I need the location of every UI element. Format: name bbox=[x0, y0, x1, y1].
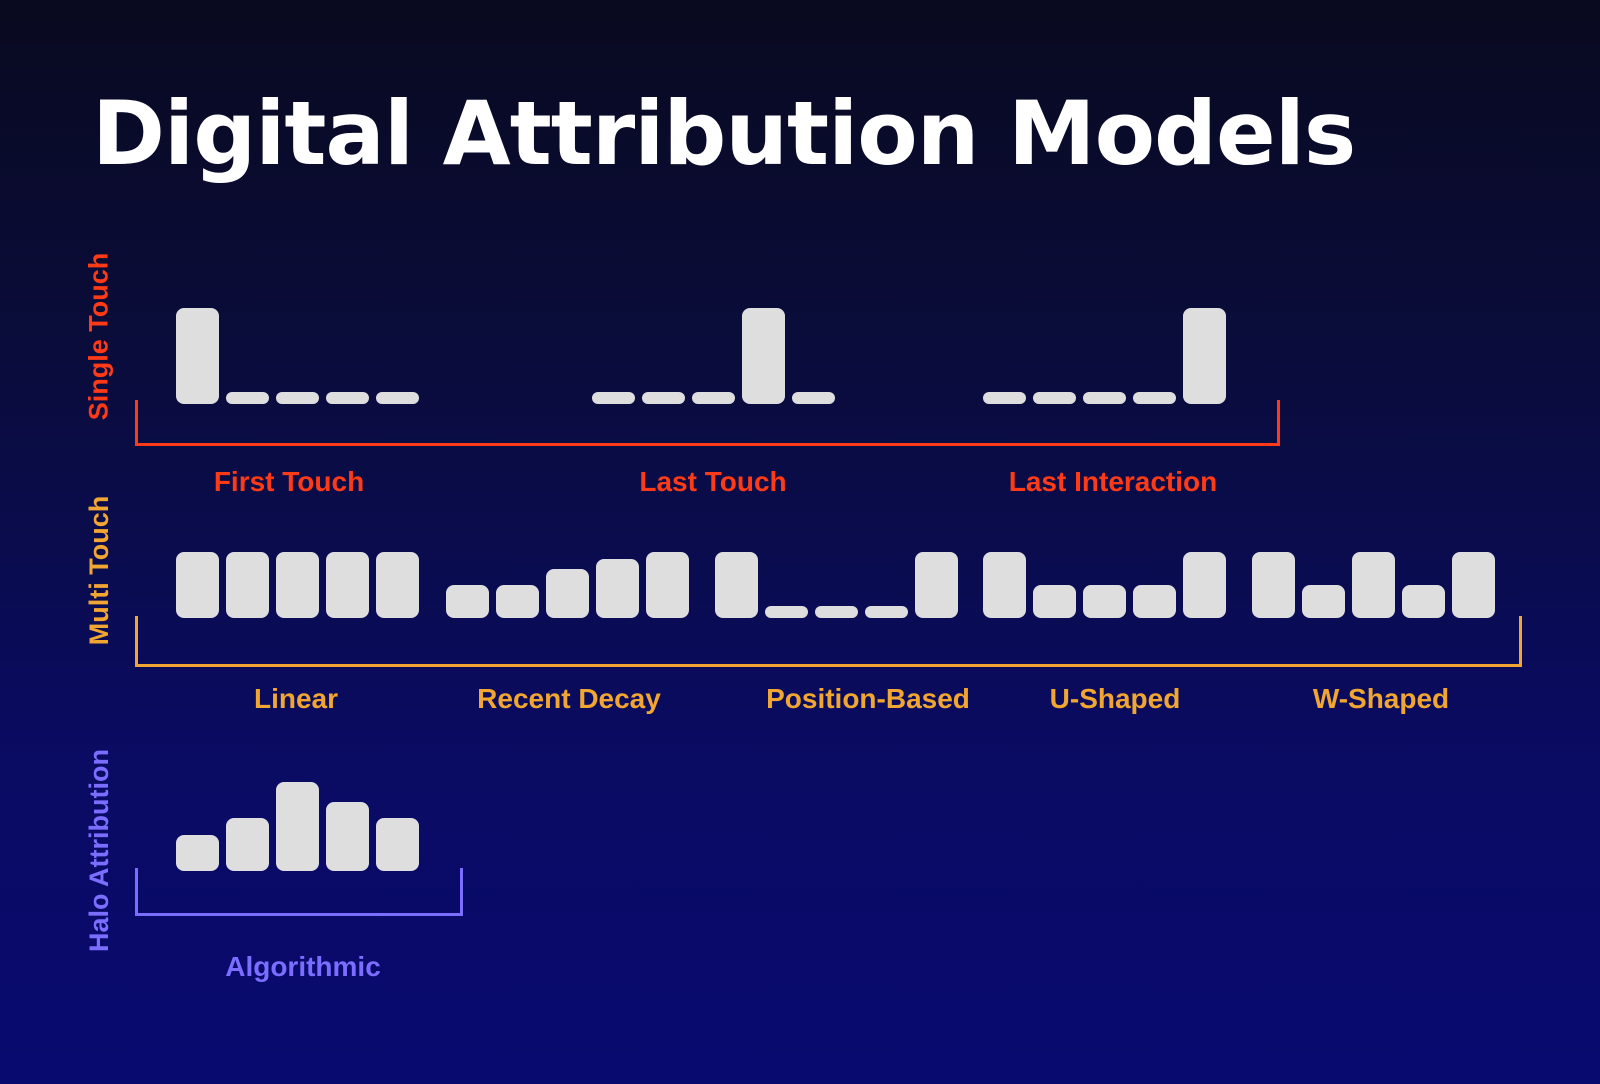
bar-first-touch-5 bbox=[376, 392, 419, 404]
bar-position-based-1 bbox=[715, 552, 758, 618]
bar-position-based-4 bbox=[865, 606, 908, 618]
bar-first-touch-2 bbox=[226, 392, 269, 404]
bar-last-touch-2 bbox=[642, 392, 685, 404]
bar-w-shaped-2 bbox=[1302, 585, 1345, 618]
bar-position-based-2 bbox=[765, 606, 808, 618]
bracket-single-touch bbox=[135, 400, 1280, 446]
bar-last-interaction-1 bbox=[983, 392, 1026, 404]
bar-u-shaped-1 bbox=[983, 552, 1026, 618]
bar-last-interaction-4 bbox=[1133, 392, 1176, 404]
bar-recent-decay-2 bbox=[496, 585, 539, 618]
bar-linear-5 bbox=[376, 552, 419, 618]
bar-w-shaped-1 bbox=[1252, 552, 1295, 618]
page-title: Digital Attribution Models bbox=[92, 82, 1356, 185]
bar-last-interaction-2 bbox=[1033, 392, 1076, 404]
bar-first-touch-4 bbox=[326, 392, 369, 404]
bar-first-touch-1 bbox=[176, 308, 219, 404]
bar-algorithmic-3 bbox=[276, 782, 319, 871]
bar-linear-3 bbox=[276, 552, 319, 618]
bar-u-shaped-5 bbox=[1183, 552, 1226, 618]
group-label-halo-attribution: Halo Attribution bbox=[83, 748, 114, 952]
model-label-u-shaped: U-Shaped bbox=[1049, 683, 1181, 714]
bar-recent-decay-3 bbox=[546, 568, 589, 618]
model-label-last-interaction: Last Interaction bbox=[1008, 466, 1218, 497]
model-label-recent-decay: Recent Decay bbox=[477, 683, 661, 714]
group-label-multi-touch: Multi Touch bbox=[83, 495, 114, 645]
bar-position-based-5 bbox=[915, 552, 958, 618]
bar-recent-decay-5 bbox=[646, 552, 689, 618]
model-label-algorithmic: Algorithmic bbox=[225, 951, 381, 982]
bar-recent-decay-1 bbox=[446, 585, 489, 618]
bracket-multi-touch bbox=[135, 616, 1522, 667]
bar-algorithmic-1 bbox=[176, 835, 219, 871]
bar-w-shaped-4 bbox=[1402, 585, 1445, 618]
bar-last-touch-4 bbox=[742, 308, 785, 404]
bar-linear-4 bbox=[326, 552, 369, 618]
bar-last-touch-5 bbox=[792, 392, 835, 404]
bar-algorithmic-4 bbox=[326, 801, 369, 871]
bar-u-shaped-3 bbox=[1083, 585, 1126, 618]
bar-last-touch-3 bbox=[692, 392, 735, 404]
bar-last-interaction-5 bbox=[1183, 308, 1226, 404]
bar-last-interaction-3 bbox=[1083, 392, 1126, 404]
bar-linear-1 bbox=[176, 552, 219, 618]
bar-position-based-3 bbox=[815, 606, 858, 618]
bar-recent-decay-4 bbox=[596, 558, 639, 618]
bar-algorithmic-5 bbox=[376, 817, 419, 871]
model-label-w-shaped: W-Shaped bbox=[1312, 683, 1450, 714]
bar-first-touch-3 bbox=[276, 392, 319, 404]
bracket-halo-attribution bbox=[135, 868, 463, 916]
group-label-single-touch: Single Touch bbox=[83, 252, 114, 420]
bar-w-shaped-5 bbox=[1452, 552, 1495, 618]
model-label-linear: Linear bbox=[253, 683, 339, 714]
bar-u-shaped-2 bbox=[1033, 585, 1076, 618]
bar-algorithmic-2 bbox=[226, 817, 269, 871]
model-label-last-touch: Last Touch bbox=[639, 466, 787, 497]
model-label-position-based: Position-Based bbox=[766, 683, 970, 714]
model-label-first-touch: First Touch bbox=[213, 466, 365, 497]
bar-w-shaped-3 bbox=[1352, 552, 1395, 618]
bar-last-touch-1 bbox=[592, 392, 635, 404]
bar-linear-2 bbox=[226, 552, 269, 618]
bar-u-shaped-4 bbox=[1133, 585, 1176, 618]
